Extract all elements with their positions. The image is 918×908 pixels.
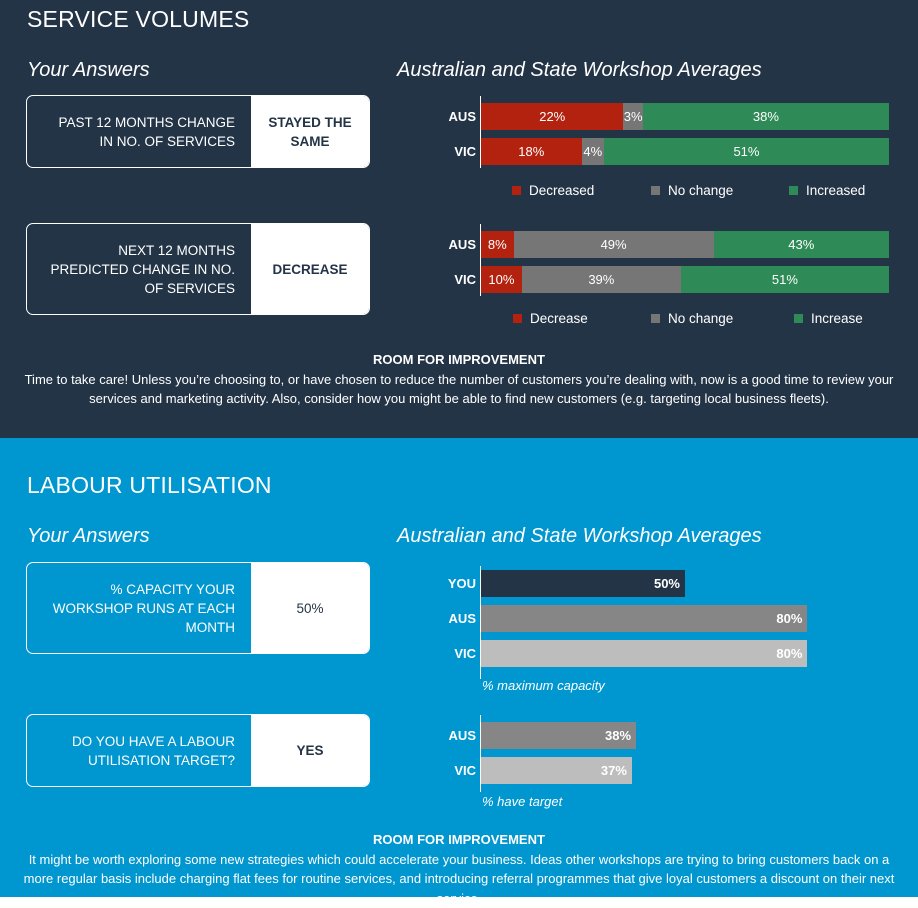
answer-value: STAYED THE SAME [251, 96, 369, 167]
answer-box-next-12-months: NEXT 12 MONTHS PREDICTED CHANGE IN NO. O… [26, 223, 370, 315]
legend-swatch [512, 186, 521, 195]
stacked-bar-aus: 8%49%43% [481, 231, 889, 258]
axis-caption: % maximum capacity [482, 678, 605, 693]
legend-swatch [651, 186, 660, 195]
legend-label: Increase [811, 311, 863, 326]
your-answers-heading: Your Answers [27, 525, 150, 548]
segment-no-change: 49% [514, 231, 714, 258]
answer-box-capacity: % CAPACITY YOUR WORKSHOP RUNS AT EACH MO… [26, 562, 370, 654]
row-label-vic: VIC [436, 646, 476, 661]
averages-heading: Australian and State Workshop Averages [397, 59, 762, 82]
averages-heading: Australian and State Workshop Averages [397, 525, 762, 548]
room-text: Time to take care! Unless you’re choosin… [0, 370, 918, 409]
segment-no-change: 39% [522, 266, 681, 293]
row-label-aus: AUS [436, 728, 476, 743]
legend-item-increase: Increase [794, 311, 863, 326]
legend-item-increased: Increased [789, 183, 865, 198]
row-label-vic: VIC [436, 272, 476, 287]
legend-item-decreased: Decreased [512, 183, 594, 198]
stacked-bar-vic: 18%4%51% [481, 138, 889, 165]
bar-value-label: 80% [776, 611, 802, 626]
legend-label: Decreased [529, 183, 594, 198]
bar-aus: 38% [481, 722, 636, 749]
stacked-bar-vic: 10%39%51% [481, 266, 889, 293]
row-label-you: YOU [436, 576, 476, 591]
room-for-improvement: ROOM FOR IMPROVEMENT It might be worth e… [0, 830, 918, 908]
room-for-improvement: ROOM FOR IMPROVEMENT Time to take care! … [0, 350, 918, 409]
legend-label: Increased [806, 183, 865, 198]
bar-value-label: 80% [776, 646, 802, 661]
segment-decrease: 10% [481, 266, 522, 293]
segment-increase: 38% [643, 103, 889, 130]
your-answers-heading: Your Answers [27, 59, 150, 82]
answer-box-utilisation-target: DO YOU HAVE A LABOUR UTILISATION TARGET?… [26, 714, 370, 787]
answer-box-past-12-months: PAST 12 MONTHS CHANGE IN NO. OF SERVICES… [26, 95, 370, 168]
answer-value: DECREASE [251, 224, 369, 314]
legend-item-no-change: No change [651, 311, 733, 326]
room-title: ROOM FOR IMPROVEMENT [0, 830, 918, 850]
row-label-aus: AUS [436, 611, 476, 626]
legend-swatch [794, 314, 803, 323]
segment-no-change: 4% [582, 138, 604, 165]
segment-increase: 51% [681, 266, 889, 293]
question-label: DO YOU HAVE A LABOUR UTILISATION TARGET? [27, 715, 251, 786]
legend-swatch [513, 314, 522, 323]
legend-label: No change [668, 183, 733, 198]
bar-value-label: 38% [605, 728, 631, 743]
question-label: % CAPACITY YOUR WORKSHOP RUNS AT EACH MO… [27, 563, 251, 653]
bar-you: 50% [481, 570, 685, 597]
bar-aus: 80% [481, 605, 807, 632]
segment-no-change: 3% [623, 103, 642, 130]
row-label-aus: AUS [436, 109, 476, 124]
row-label-vic: VIC [436, 144, 476, 159]
segment-decrease: 18% [481, 138, 582, 165]
bar-vic: 37% [481, 757, 632, 784]
service-volumes-section: SERVICE VOLUMES Your Answers Australian … [0, 0, 918, 438]
segment-increase: 51% [604, 138, 889, 165]
segment-decrease: 8% [481, 231, 514, 258]
labour-utilisation-section: LABOUR UTILISATION Your Answers Australi… [0, 438, 918, 897]
bar-value-label: 37% [601, 763, 627, 778]
row-label-vic: VIC [436, 763, 476, 778]
bar-vic: 80% [481, 640, 807, 667]
legend-swatch [651, 314, 660, 323]
segment-decrease: 22% [481, 103, 623, 130]
legend-item-no-change: No change [651, 183, 733, 198]
legend-swatch [789, 186, 798, 195]
section-title: SERVICE VOLUMES [27, 6, 249, 33]
room-text: It might be worth exploring some new str… [0, 850, 918, 908]
answer-value: 50% [251, 563, 369, 653]
legend-label: Decrease [530, 311, 588, 326]
answer-value: YES [251, 715, 369, 786]
question-label: NEXT 12 MONTHS PREDICTED CHANGE IN NO. O… [27, 224, 251, 314]
stacked-bar-aus: 22%3%38% [481, 103, 889, 130]
legend-label: No change [668, 311, 733, 326]
legend-item-decrease: Decrease [513, 311, 588, 326]
bar-value-label: 50% [654, 576, 680, 591]
section-title: LABOUR UTILISATION [27, 472, 272, 499]
row-label-aus: AUS [436, 237, 476, 252]
question-label: PAST 12 MONTHS CHANGE IN NO. OF SERVICES [27, 96, 251, 167]
axis-caption: % have target [482, 794, 562, 809]
segment-increase: 43% [714, 231, 889, 258]
room-title: ROOM FOR IMPROVEMENT [0, 350, 918, 370]
